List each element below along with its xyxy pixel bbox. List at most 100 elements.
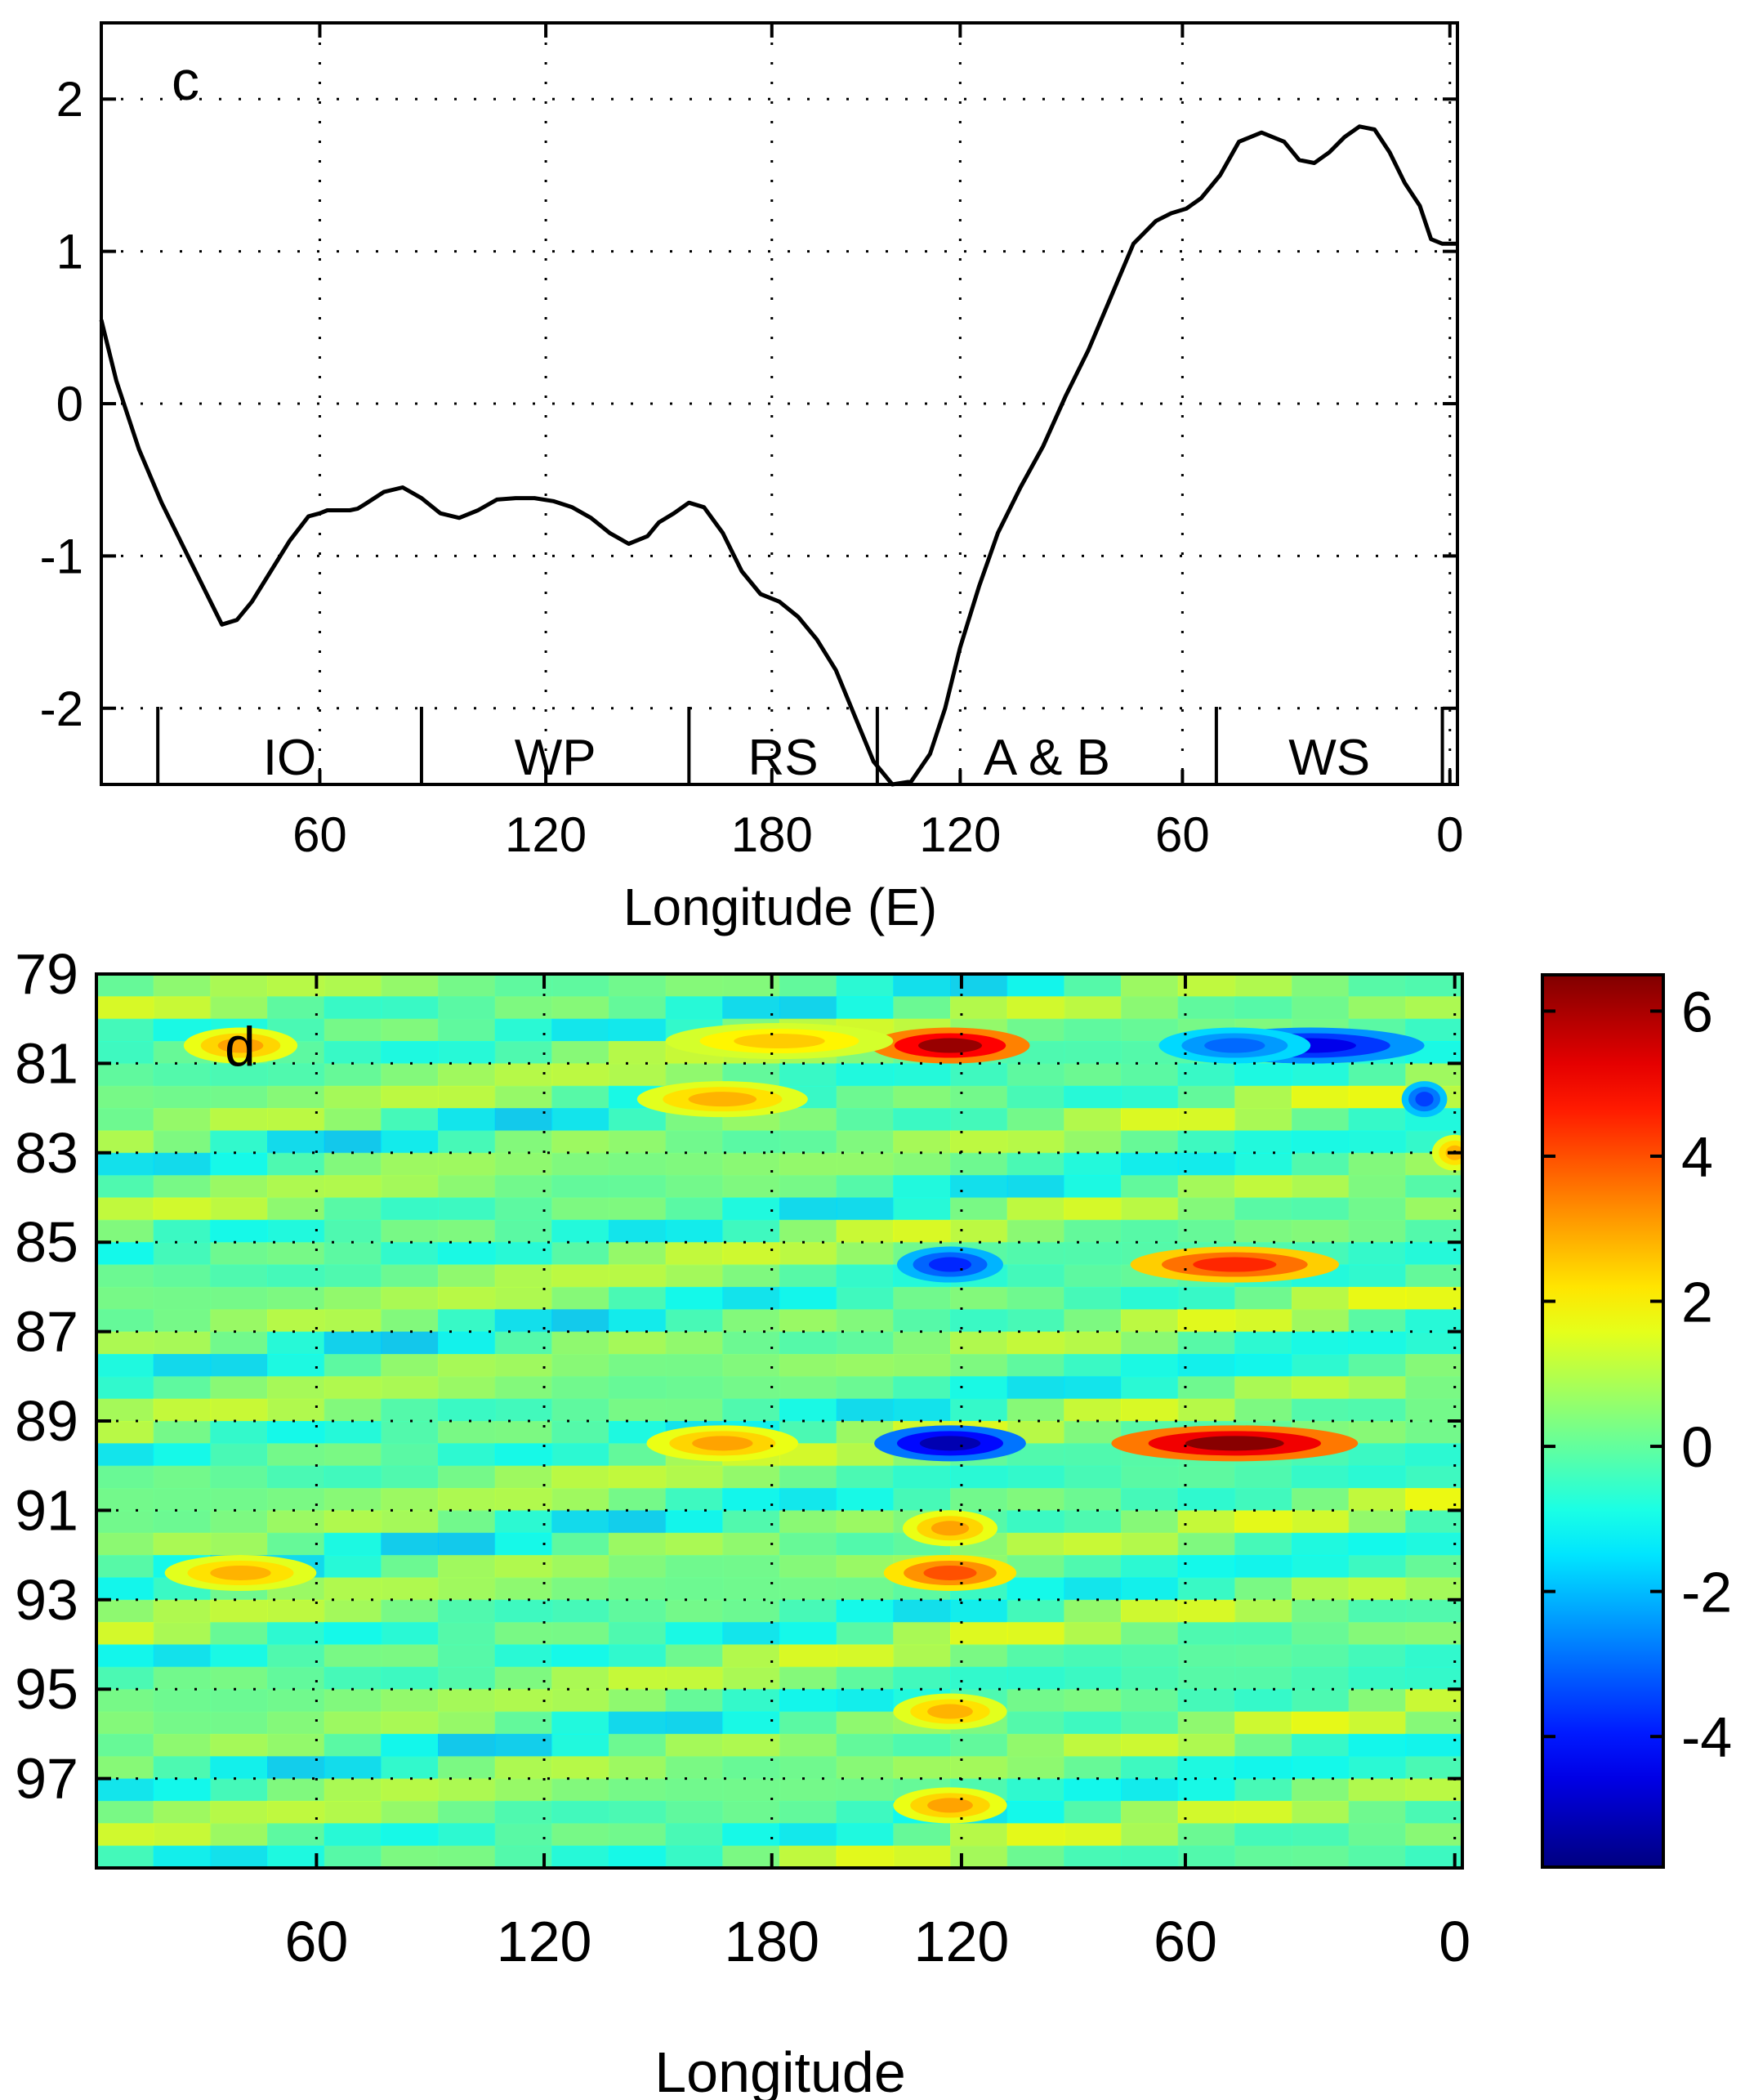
heatmap-cell xyxy=(210,1108,268,1132)
heatmap-cell xyxy=(893,996,951,1020)
heatmap-cell xyxy=(1405,1733,1462,1758)
heatmap-cell xyxy=(438,1666,496,1691)
heatmap-cell xyxy=(779,1778,837,1802)
heatmap-cell xyxy=(96,1599,154,1624)
panel-d-label: d xyxy=(225,1016,256,1078)
heatmap-cell xyxy=(836,1309,895,1333)
heatmap-cell xyxy=(1121,1644,1179,1668)
heatmap-cell xyxy=(96,1443,154,1467)
heatmap-cell xyxy=(267,1711,325,1735)
heatmap-cell xyxy=(609,1555,667,1579)
heatmap-cell xyxy=(893,1309,951,1333)
heatmap-cell xyxy=(1348,1800,1407,1825)
heatmap-cell xyxy=(438,1823,496,1847)
heatmap-cell xyxy=(1064,1577,1122,1601)
heatmap-cell xyxy=(1121,1376,1179,1400)
heatmap-cell xyxy=(1405,1219,1462,1244)
x-tick-label: 120 xyxy=(914,1910,1010,1973)
heatmap-cell xyxy=(665,1845,724,1868)
heatmap-cell xyxy=(836,1644,895,1668)
region-label: RS xyxy=(748,730,819,786)
heatmap-cell xyxy=(267,1354,325,1378)
heatmap-cell xyxy=(324,1733,382,1758)
heatmap-cell xyxy=(1177,1130,1236,1154)
heatmap-cell xyxy=(438,1622,496,1646)
heatmap-cell xyxy=(96,1465,154,1490)
heatmap-cell xyxy=(1006,1376,1065,1400)
heatmap-cell xyxy=(1348,1130,1407,1154)
heatmap-cell xyxy=(1405,1331,1462,1355)
heatmap-cell xyxy=(381,1197,439,1221)
heatmap-cell xyxy=(494,1733,553,1758)
heatmap-cell xyxy=(1292,1331,1350,1355)
heatmap-cell xyxy=(1348,1063,1407,1087)
heatmap-cell xyxy=(893,1152,951,1177)
heatmap-cell xyxy=(324,1465,382,1490)
heatmap-cell xyxy=(1292,1085,1350,1110)
heatmap-cell xyxy=(1177,1778,1236,1802)
heatmap-cell xyxy=(1292,996,1350,1020)
heatmap-cell xyxy=(1292,1778,1350,1802)
heatmap-cell xyxy=(1064,1510,1122,1534)
x-tick-label: 180 xyxy=(731,807,813,862)
heatmap-cell xyxy=(1405,1421,1462,1445)
heatmap-cell xyxy=(324,1689,382,1713)
heatmap-cell xyxy=(96,1152,154,1177)
heatmap-cell xyxy=(1064,1219,1122,1244)
heatmap-cell xyxy=(1234,1398,1292,1423)
heatmap-cell xyxy=(836,974,895,998)
heatmap-cell xyxy=(324,1152,382,1177)
heatmap-cell xyxy=(1234,1108,1292,1132)
heatmap-cell xyxy=(1405,1599,1462,1624)
heatmap-cell xyxy=(324,1756,382,1780)
heatmap-cell xyxy=(438,1130,496,1154)
heatmap-cell xyxy=(551,1376,609,1400)
heatmap-cell xyxy=(96,1018,154,1043)
heatmap-cell xyxy=(1348,1823,1407,1847)
heatmap-cell xyxy=(324,1666,382,1691)
heatmap-cell xyxy=(1292,1063,1350,1087)
heatmap-cell xyxy=(96,1242,154,1266)
heatmap-cell xyxy=(609,1376,667,1400)
heatmap-cell xyxy=(836,1711,895,1735)
heatmap-cell xyxy=(836,1666,895,1691)
heatmap-cell xyxy=(1006,1778,1065,1802)
heatmap-cell xyxy=(96,1778,154,1802)
heatmap-cell xyxy=(438,974,496,998)
heatmap-cell xyxy=(1405,1286,1462,1311)
heatmap-cell xyxy=(1121,1577,1179,1601)
heatmap-cell xyxy=(1234,1577,1292,1601)
heatmap-cell xyxy=(381,1108,439,1132)
heatmap-cell xyxy=(324,1778,382,1802)
heatmap-cell xyxy=(153,1175,212,1199)
heatmap-cell xyxy=(438,1041,496,1065)
heatmap-cell xyxy=(1177,1197,1236,1221)
heatmap-cell xyxy=(551,1264,609,1288)
heatmap-cell xyxy=(324,1510,382,1534)
heatmap-cell xyxy=(210,1845,268,1868)
heatmap-cell xyxy=(153,1331,212,1355)
heatmap-cell xyxy=(1006,1242,1065,1266)
heatmap-cell xyxy=(1234,1465,1292,1490)
heatmap-cell xyxy=(1405,1443,1462,1467)
heatmap-cell xyxy=(267,1197,325,1221)
heatmap-cell xyxy=(665,974,724,998)
heatmap-cell xyxy=(722,1577,780,1601)
heatmap-cell xyxy=(893,1488,951,1512)
heatmap-cell xyxy=(381,1041,439,1065)
heatmap-cell xyxy=(381,996,439,1020)
heatmap-cell xyxy=(1234,996,1292,1020)
heatmap-cell xyxy=(96,1577,154,1601)
heatmap-cell xyxy=(381,1577,439,1601)
heatmap-cell xyxy=(1292,1845,1350,1868)
heatmap-cell xyxy=(722,1175,780,1199)
heatmap-cell xyxy=(836,1510,895,1534)
heatmap-anomaly-peak xyxy=(927,1704,973,1719)
heatmap-cell xyxy=(551,1510,609,1534)
heatmap-cell xyxy=(1405,1175,1462,1199)
heatmap-cell xyxy=(722,1711,780,1735)
heatmap-cell xyxy=(1006,1152,1065,1177)
heatmap-cell xyxy=(1348,1376,1407,1400)
heatmap-cell xyxy=(494,1264,553,1288)
heatmap-cell xyxy=(1177,996,1236,1020)
